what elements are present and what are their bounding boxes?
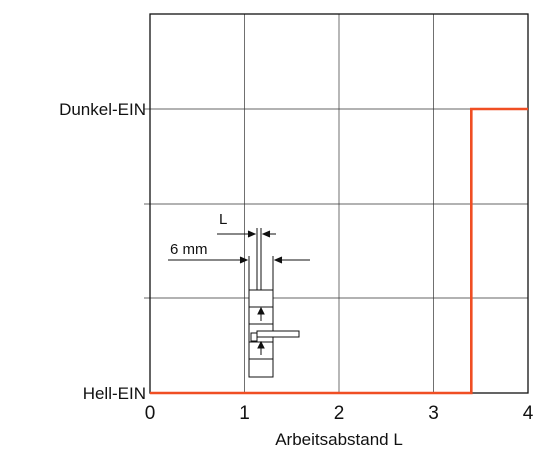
inset-label-6mm: 6 mm (170, 241, 208, 258)
y-level-label: Dunkel-EIN (59, 100, 146, 119)
x-tick-label: 1 (239, 403, 250, 424)
series-line (150, 107, 528, 395)
y-level-label: Hell-EIN (83, 384, 146, 403)
inset-label-l: L (219, 211, 227, 228)
x-tick-label: 0 (145, 403, 156, 424)
x-tick-label: 2 (334, 403, 345, 424)
x-axis-label: Arbeitsabstand L (275, 430, 403, 449)
sensor-inset (168, 228, 310, 378)
grid (144, 14, 528, 393)
x-tick-label: 4 (523, 403, 534, 424)
y-level-labels: Hell-EIN Dunkel-EIN (59, 100, 146, 403)
x-tick-labels: 0 1 2 3 4 (145, 403, 534, 424)
x-tick-label: 3 (428, 403, 439, 424)
